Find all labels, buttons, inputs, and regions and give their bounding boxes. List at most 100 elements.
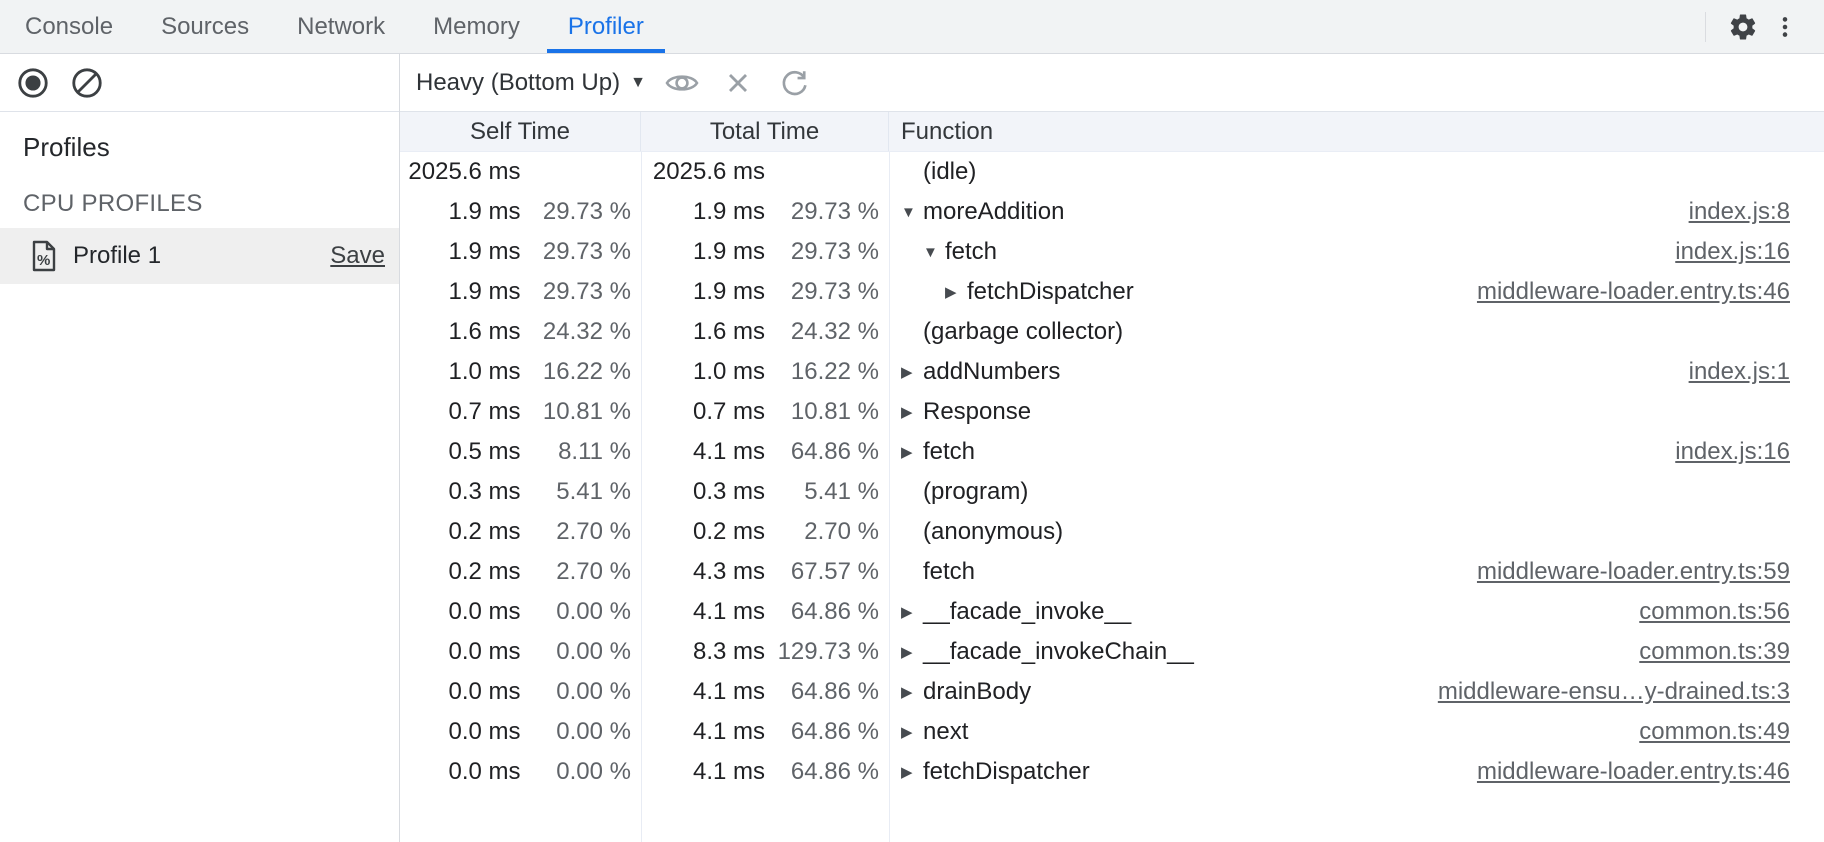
self-time-cell: 0.0 ms 0.00 % (448, 598, 631, 625)
source-location-link[interactable]: middleware-loader.entry.ts:59 (1476, 558, 1790, 585)
profiles-heading: Profiles (23, 132, 110, 162)
table-row[interactable]: 0.2 ms 2.70 % 0.2 ms 2.70 % (anonymous) (400, 512, 1824, 552)
tab-profiler[interactable]: Profiler (546, 0, 665, 53)
view-mode-dropdown[interactable]: Heavy (Bottom Up) ▼ (416, 69, 646, 97)
self-time-cell: 0.2 ms 2.70 % (448, 558, 631, 585)
function-cell: ▶ next common.ts:49 (889, 718, 1824, 746)
triangle-collapsed-icon[interactable]: ▶ (901, 444, 913, 461)
table-row[interactable]: 0.0 ms 0.00 % 4.1 ms 64.86 % ▶ __facade_… (400, 592, 1824, 632)
table-row[interactable]: 0.5 ms 8.11 % 4.1 ms 64.86 % ▶ fetch ind… (400, 432, 1824, 472)
total-time-cell: 1.9 ms 29.73 % (692, 198, 879, 225)
record-profile-button[interactable] (13, 63, 53, 103)
total-time-cell: 4.1 ms 64.86 % (692, 758, 879, 785)
triangle-collapsed-icon[interactable]: ▶ (901, 604, 913, 621)
source-location-link[interactable]: common.ts:39 (1639, 638, 1790, 665)
triangle-collapsed-icon[interactable]: ▶ (901, 724, 913, 741)
triangle-collapsed-icon[interactable]: ▶ (901, 684, 913, 701)
total-time-cell: 4.1 ms 64.86 % (692, 718, 879, 745)
save-profile-link[interactable]: Save (330, 242, 385, 269)
triangle-expanded-icon[interactable]: ▼ (901, 203, 916, 221)
function-cell: ▶ drainBody middleware-ensu…y-drained.ts… (889, 678, 1824, 706)
source-location-link[interactable]: middleware-loader.entry.ts:46 (1476, 758, 1790, 785)
triangle-collapsed-icon[interactable]: ▶ (901, 364, 913, 381)
exclude-function-x-icon[interactable] (718, 63, 758, 103)
self-time-cell: 0.5 ms 8.11 % (448, 438, 631, 465)
self-time-cell: 1.6 ms 24.32 % (448, 318, 631, 345)
column-header-function[interactable]: Function (901, 117, 994, 145)
total-time-cell: 4.1 ms 64.86 % (692, 678, 879, 705)
table-row[interactable]: 2025.6 ms 2025.6 ms (idle) (400, 152, 1824, 192)
self-time-cell: 0.2 ms 2.70 % (448, 518, 631, 545)
tab-network[interactable]: Network (297, 12, 386, 40)
triangle-collapsed-icon[interactable]: ▶ (945, 284, 957, 301)
self-time-cell: 2025.6 ms (408, 158, 521, 185)
triangle-collapsed-icon[interactable]: ▶ (901, 644, 913, 661)
table-row[interactable]: 0.0 ms 0.00 % 4.1 ms 64.86 % ▶ next comm… (400, 712, 1824, 752)
source-location-link[interactable]: middleware-ensu…y-drained.ts:3 (1437, 678, 1790, 705)
table-row[interactable]: 0.3 ms 5.41 % 0.3 ms 5.41 % (program) (400, 472, 1824, 512)
total-time-cell: 8.3 ms 129.73 % (692, 638, 879, 665)
kebab-menu-icon[interactable] (1764, 6, 1806, 48)
tab-console[interactable]: Console (25, 12, 114, 40)
source-location-link[interactable]: index.js:16 (1675, 238, 1790, 265)
profile-toolbar: Heavy (Bottom Up) ▼ (400, 54, 1824, 112)
table-row[interactable]: 1.9 ms 29.73 % 1.9 ms 29.73 % ▶ fetchDis… (400, 272, 1824, 312)
function-cell: ▶ Response (901, 398, 1032, 425)
source-location-link[interactable]: index.js:16 (1675, 438, 1790, 465)
total-time-cell: 1.9 ms 29.73 % (692, 278, 879, 305)
function-cell: ▶ __facade_invokeChain__ common.ts:39 (889, 638, 1824, 666)
self-time-cell: 1.9 ms 29.73 % (448, 278, 631, 305)
function-cell: ▶ addNumbers index.js:1 (889, 358, 1824, 386)
function-cell: ▼ moreAddition index.js:8 (889, 198, 1824, 226)
function-cell: (anonymous) (923, 518, 1064, 545)
function-cell: (program) (923, 478, 1029, 505)
total-time-cell: 4.1 ms 64.86 % (692, 598, 879, 625)
focus-function-eye-icon[interactable] (662, 63, 702, 103)
total-time-cell: 0.3 ms 5.41 % (692, 478, 879, 505)
tab-sources[interactable]: Sources (161, 12, 250, 40)
table-row[interactable]: 0.0 ms 0.00 % 4.1 ms 64.86 % ▶ fetchDisp… (400, 752, 1824, 792)
panel-tabs: Console Sources Network Memory Profiler (0, 0, 665, 53)
table-row[interactable]: 1.6 ms 24.32 % 1.6 ms 24.32 % (garbage c… (400, 312, 1824, 352)
table-row[interactable]: 1.0 ms 16.22 % 1.0 ms 16.22 % ▶ addNumbe… (400, 352, 1824, 392)
column-divider (889, 112, 890, 842)
triangle-expanded-icon[interactable]: ▼ (923, 243, 938, 261)
table-row[interactable]: 1.9 ms 29.73 % 1.9 ms 29.73 % ▼ fetch in… (400, 232, 1824, 272)
total-time-cell: 4.3 ms 67.57 % (692, 558, 879, 585)
self-time-cell: 0.0 ms 0.00 % (448, 758, 631, 785)
settings-gear-icon[interactable] (1722, 6, 1764, 48)
profile-view-pane: Heavy (Bottom Up) ▼ (400, 54, 1824, 842)
profile-document-icon: % (31, 240, 57, 272)
source-location-link[interactable]: index.js:8 (1688, 198, 1790, 225)
source-location-link[interactable]: common.ts:49 (1639, 718, 1790, 745)
clear-profiles-button[interactable] (67, 63, 107, 103)
triangle-collapsed-icon[interactable]: ▶ (901, 404, 913, 421)
table-row[interactable]: 0.0 ms 0.00 % 4.1 ms 64.86 % ▶ drainBody… (400, 672, 1824, 712)
total-time-cell: 0.7 ms 10.81 % (692, 398, 879, 425)
column-header-total-time[interactable]: Total Time (641, 112, 889, 151)
profiles-sidebar: Profiles CPU PROFILES % Profile 1 Save (0, 54, 400, 842)
self-time-cell: 1.9 ms 29.73 % (448, 198, 631, 225)
table-row[interactable]: 0.0 ms 0.00 % 8.3 ms 129.73 % ▶ __facade… (400, 632, 1824, 672)
table-row[interactable]: 0.7 ms 10.81 % 0.7 ms 10.81 % ▶ Response (400, 392, 1824, 432)
source-location-link[interactable]: common.ts:56 (1639, 598, 1790, 625)
function-cell: ▼ fetch index.js:16 (889, 238, 1824, 266)
source-location-link[interactable]: middleware-loader.entry.ts:46 (1476, 278, 1790, 305)
total-time-cell: 1.0 ms 16.22 % (692, 358, 879, 385)
tab-memory[interactable]: Memory (433, 12, 520, 40)
source-location-link[interactable]: index.js:1 (1688, 358, 1790, 385)
table-row[interactable]: 1.9 ms 29.73 % 1.9 ms 29.73 % ▼ moreAddi… (400, 192, 1824, 232)
tabbar-right-controls (1705, 0, 1824, 53)
sidebar-toolbar (0, 54, 399, 112)
grid-header: Self Time Total Time Function (400, 112, 1824, 152)
self-time-cell: 1.9 ms 29.73 % (448, 238, 631, 265)
table-row[interactable]: 0.2 ms 2.70 % 4.3 ms 67.57 % fetch middl… (400, 552, 1824, 592)
total-time-cell: 1.6 ms 24.32 % (692, 318, 879, 345)
triangle-collapsed-icon[interactable]: ▶ (901, 764, 913, 781)
self-time-cell: 0.0 ms 0.00 % (448, 638, 631, 665)
restore-functions-refresh-icon[interactable] (774, 63, 814, 103)
function-cell: ▶ __facade_invoke__ common.ts:56 (889, 598, 1824, 626)
view-mode-label: Heavy (Bottom Up) (416, 68, 621, 96)
profile-list-item[interactable]: % Profile 1 Save (0, 228, 399, 284)
column-header-self-time[interactable]: Self Time (400, 112, 641, 151)
